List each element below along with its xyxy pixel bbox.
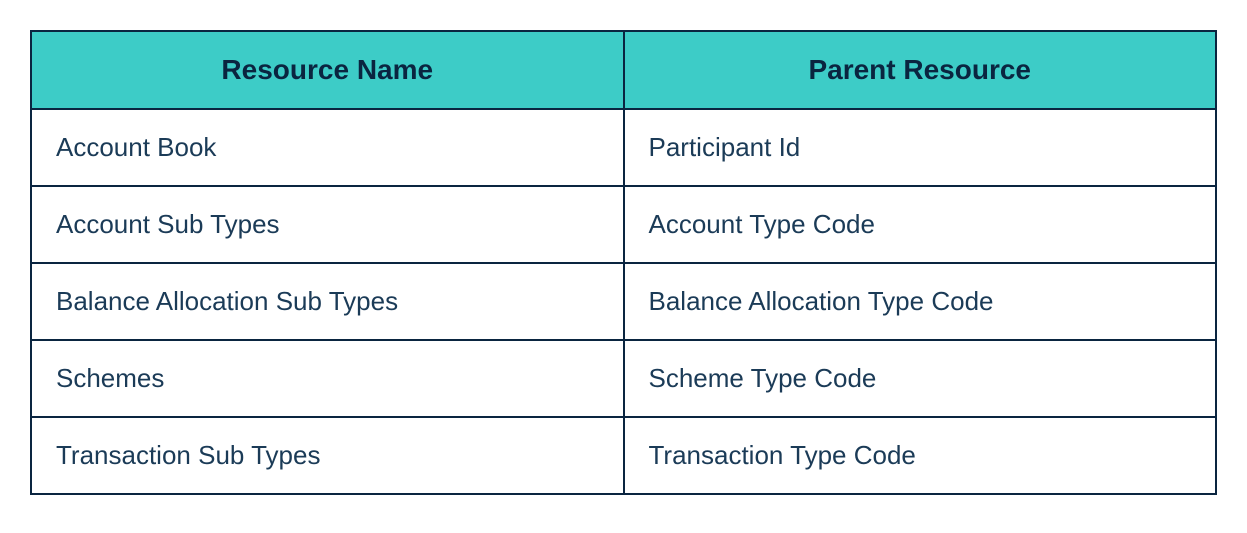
cell-resource-name: Schemes (31, 340, 624, 417)
cell-resource-name: Account Book (31, 109, 624, 186)
cell-resource-name: Balance Allocation Sub Types (31, 263, 624, 340)
cell-parent-resource: Participant Id (624, 109, 1217, 186)
cell-parent-resource: Account Type Code (624, 186, 1217, 263)
table-row: Account Book Participant Id (31, 109, 1216, 186)
cell-parent-resource: Transaction Type Code (624, 417, 1217, 494)
cell-parent-resource: Scheme Type Code (624, 340, 1217, 417)
column-header-parent-resource: Parent Resource (624, 31, 1217, 109)
cell-resource-name: Account Sub Types (31, 186, 624, 263)
resource-mapping-table: Resource Name Parent Resource Account Bo… (30, 30, 1217, 495)
table-row: Schemes Scheme Type Code (31, 340, 1216, 417)
table-row: Transaction Sub Types Transaction Type C… (31, 417, 1216, 494)
table-row: Balance Allocation Sub Types Balance All… (31, 263, 1216, 340)
cell-resource-name: Transaction Sub Types (31, 417, 624, 494)
cell-parent-resource: Balance Allocation Type Code (624, 263, 1217, 340)
table-header-row: Resource Name Parent Resource (31, 31, 1216, 109)
table-row: Account Sub Types Account Type Code (31, 186, 1216, 263)
column-header-resource-name: Resource Name (31, 31, 624, 109)
